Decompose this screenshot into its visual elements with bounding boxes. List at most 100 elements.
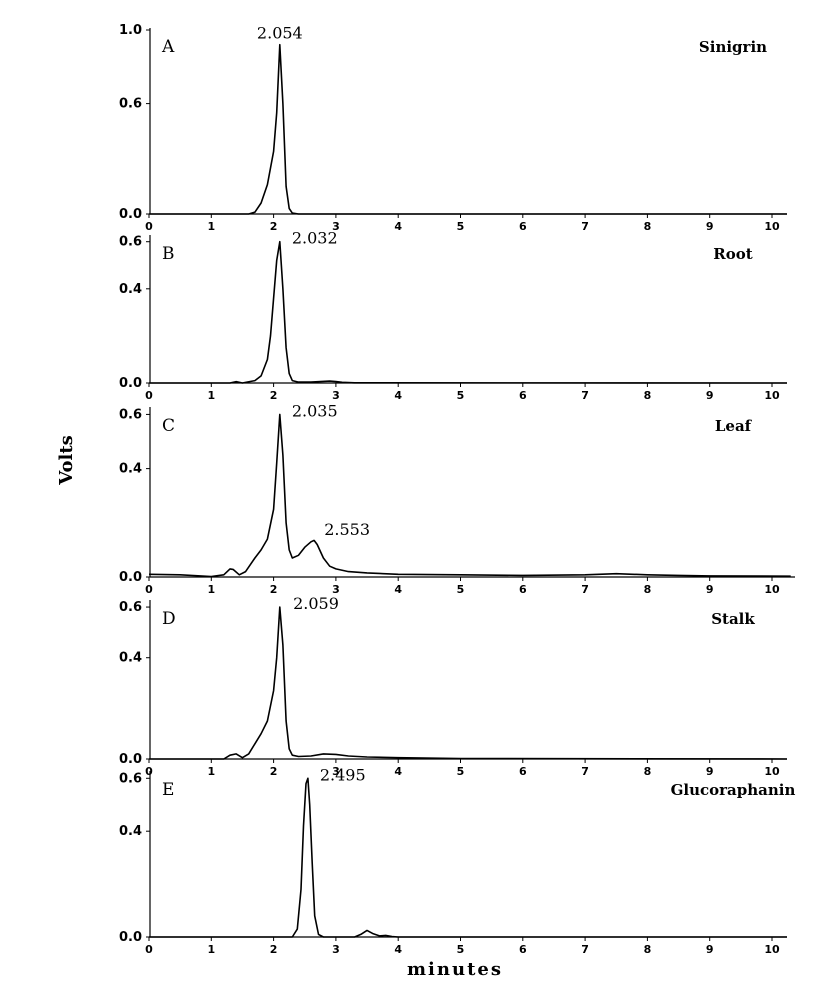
y-tick-label: 0.6 xyxy=(119,600,142,615)
x-tick-label: 3 xyxy=(332,943,340,956)
chromatogram-trace-sinigrin xyxy=(149,43,787,215)
x-tick-label: 6 xyxy=(519,943,527,956)
x-tick-label: 8 xyxy=(644,583,652,596)
x-tick-label: 6 xyxy=(519,220,527,233)
x-tick-label: 10 xyxy=(764,765,780,778)
peak-label: 2.035 xyxy=(292,401,338,420)
y-tick-label: 1.0 xyxy=(119,23,142,38)
x-tick-label: 2 xyxy=(270,389,278,402)
x-tick-label: 1 xyxy=(207,583,215,596)
sample-name: Stalk xyxy=(711,610,755,628)
x-tick-label: 5 xyxy=(457,943,465,956)
panel-a: 0.0 0.6 1.0 0 1 2 3 4 5 6 7 8 9 10 A Sinigrin 2.054 xyxy=(119,23,787,233)
y-tick-label: 0.0 xyxy=(119,752,142,767)
panel-letter: E xyxy=(162,780,174,800)
chromatogram-trace-glucoraphanin xyxy=(149,777,787,938)
x-tick-label: 3 xyxy=(332,389,340,402)
x-tick-label: 4 xyxy=(394,389,402,402)
chromatogram-trace-stalk xyxy=(149,606,788,760)
x-tick-label: 10 xyxy=(764,583,780,596)
x-tick-label: 8 xyxy=(644,943,652,956)
y-tick-label: 0.6 xyxy=(119,235,142,250)
y-tick-label: 0.4 xyxy=(119,462,142,477)
x-tick-label: 3 xyxy=(332,765,340,778)
panel-letter: A xyxy=(161,37,175,57)
x-tick-label: 8 xyxy=(644,765,652,778)
y-axis-label: Volts xyxy=(56,435,77,486)
x-tick-label: 9 xyxy=(706,220,714,233)
y-tick-label: 0.6 xyxy=(119,407,142,422)
x-tick-label: 1 xyxy=(207,220,215,233)
x-tick-label: 2 xyxy=(270,583,278,596)
panel-letter: C xyxy=(162,416,175,436)
panel-b: 0.0 0.4 0.6 0 1 2 3 4 5 6 7 8 9 10 B Root 2.032 xyxy=(119,229,788,402)
peak-label: 2.054 xyxy=(257,24,303,43)
peak-label: 2.032 xyxy=(292,229,338,248)
y-tick-label: 0.4 xyxy=(119,651,142,666)
chart-panels: 0.00.61.00 1 2 3 4 5 6 7 8 9 10A Sinigrin2.0540.00.… xyxy=(119,23,796,956)
x-tick-label: 5 xyxy=(457,765,465,778)
x-tick-label: 4 xyxy=(394,765,402,778)
x-tick-label: 9 xyxy=(706,389,714,402)
x-tick-label: 9 xyxy=(706,583,714,596)
peak-label: 2.059 xyxy=(293,594,339,613)
sample-name: Leaf xyxy=(715,417,753,435)
x-tick-label: 3 xyxy=(332,583,340,596)
peak-label: 2.495 xyxy=(320,765,366,784)
x-tick-label: 0 xyxy=(145,943,153,956)
x-tick-label: 5 xyxy=(457,583,465,596)
x-tick-label: 10 xyxy=(764,220,780,233)
x-tick-label: 7 xyxy=(581,943,589,956)
y-tick-label: 0.0 xyxy=(119,930,142,945)
x-tick-label: 3 xyxy=(332,220,340,233)
x-tick-label: 2 xyxy=(270,220,278,233)
y-tick-label: 0.0 xyxy=(119,207,142,222)
x-tick-label: 8 xyxy=(644,220,652,233)
x-tick-label: 1 xyxy=(207,389,215,402)
x-tick-label: 0 xyxy=(145,583,153,596)
x-tick-label: 1 xyxy=(207,943,215,956)
x-tick-label: 0 xyxy=(145,220,153,233)
y-tick-label: 0.6 xyxy=(119,97,142,112)
x-tick-label: 9 xyxy=(706,943,714,956)
chromatogram-trace-leaf xyxy=(148,413,791,578)
panel-letter: B xyxy=(162,244,175,264)
x-tick-label: 4 xyxy=(394,583,402,596)
panel-letter: D xyxy=(162,609,176,629)
x-tick-label: 6 xyxy=(519,583,527,596)
y-tick-label: 0.4 xyxy=(119,282,142,297)
x-tick-label: 9 xyxy=(706,765,714,778)
x-tick-label: 7 xyxy=(581,220,589,233)
x-tick-label: 5 xyxy=(457,389,465,402)
y-tick-label: 0.6 xyxy=(119,771,142,786)
x-tick-label: 8 xyxy=(644,389,652,402)
x-tick-label: 0 xyxy=(145,765,153,778)
x-tick-label: 1 xyxy=(207,765,215,778)
y-tick-label: 0.0 xyxy=(119,376,142,391)
y-tick-label: 0.0 xyxy=(119,570,142,585)
x-tick-label: 10 xyxy=(764,389,780,402)
sample-name: Sinigrin xyxy=(699,38,767,56)
x-tick-label: 2 xyxy=(270,943,278,956)
y-tick-label: 0.4 xyxy=(119,824,142,839)
chromatogram-trace-root xyxy=(149,240,788,384)
peak-label: 2.553 xyxy=(324,520,370,539)
panel-d: 0.0 0.4 0.6 0 1 2 3 4 5 6 7 8 9 10 D Stalk 2.059 xyxy=(119,594,788,778)
x-tick-label: 4 xyxy=(394,943,402,956)
panel-c: 0.0 0.4 0.6 0 1 2 3 4 5 6 7 8 9 10 C Leaf 2.035 2.553 xyxy=(119,401,795,596)
x-tick-label: 7 xyxy=(581,389,589,402)
x-tick-label: 6 xyxy=(519,389,527,402)
sample-name: Root xyxy=(713,245,752,263)
x-tick-label: 6 xyxy=(519,765,527,778)
x-tick-label: 4 xyxy=(394,220,402,233)
sample-name: Glucoraphanin xyxy=(671,781,796,799)
x-tick-label: 7 xyxy=(581,765,589,778)
x-tick-label: 7 xyxy=(581,583,589,596)
x-tick-label: 5 xyxy=(457,220,465,233)
x-tick-label: 0 xyxy=(145,389,153,402)
x-tick-label: 10 xyxy=(764,943,780,956)
x-tick-label: 2 xyxy=(270,765,278,778)
x-axis-label: minutes xyxy=(407,959,503,980)
